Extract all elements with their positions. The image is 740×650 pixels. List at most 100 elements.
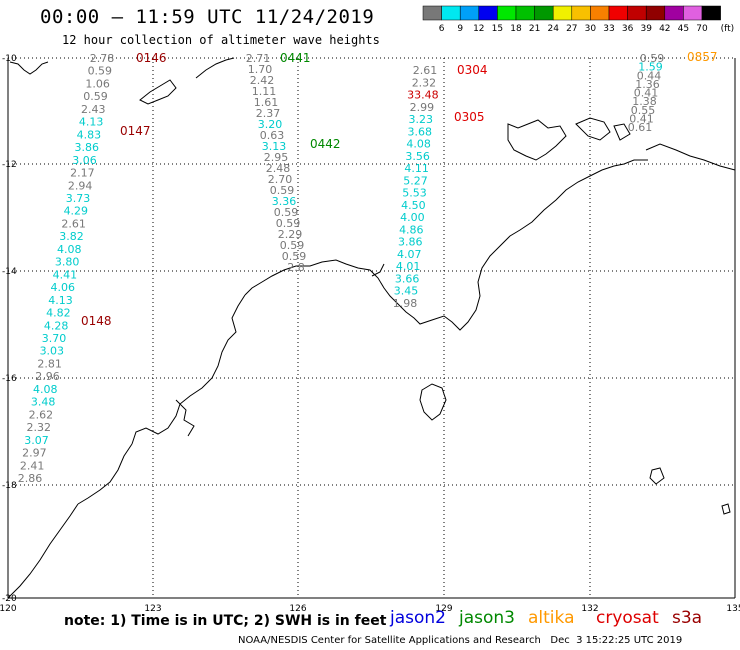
swh-value: 1.59	[638, 61, 663, 74]
swh-value: 3.36	[272, 195, 297, 208]
swh-value: 4.07	[397, 248, 422, 261]
legend-label: 18	[510, 24, 522, 34]
pass-time-label: 0148	[81, 314, 112, 328]
lon-label: 120	[0, 604, 17, 614]
swh-value: 1.11	[252, 85, 277, 98]
legend-label: 42	[659, 24, 670, 34]
legend-label: 15	[492, 24, 503, 34]
swh-value: 2.29	[278, 228, 303, 241]
swh-value: 0.59	[282, 250, 307, 263]
lat-label: -20	[2, 594, 17, 604]
swh-value: 2.70	[268, 173, 293, 186]
swh-value: 0.59	[88, 65, 113, 78]
swh-value: 3.73	[66, 192, 91, 205]
chart-subtitle: 12 hour collection of altimeter wave hei…	[62, 33, 380, 47]
swh-value: 4.00	[400, 211, 425, 224]
swh-value: 4.13	[48, 294, 73, 307]
swh-value: 2.94	[68, 179, 93, 192]
swh-value: 2.43	[81, 103, 106, 116]
swh-value: 0.44	[637, 69, 662, 82]
swh-value: 3.06	[72, 154, 97, 167]
swh-value: 3.66	[395, 272, 420, 285]
legend-swatch-70	[701, 5, 721, 21]
footer-note: note: 1) Time is in UTC; 2) SWH is in fe…	[64, 613, 387, 629]
swh-value: 4.82	[46, 307, 71, 320]
coastline	[7, 57, 736, 599]
swh-value: 2.37	[256, 107, 281, 120]
legend-label: 27	[566, 24, 577, 34]
latitude-axis: -10 -12 -14 -16 -18 -20	[2, 54, 17, 604]
lon-label: 135	[726, 604, 740, 614]
swh-value: 5.27	[403, 174, 428, 187]
swh-value: 0.41	[629, 112, 654, 125]
legend-label: 24	[547, 24, 559, 34]
swh-value: 4.08	[406, 138, 431, 151]
swh-value: 3.13	[262, 140, 287, 153]
satellite-jason3: jason3	[459, 608, 515, 628]
legend-label: 70	[696, 24, 708, 34]
color-legend: 6 9 12 15 18 21 24 27 30 33 36 39 42 45 70 (ft)	[422, 5, 735, 34]
swh-value: 2.78	[90, 52, 115, 65]
map-frame	[7, 57, 736, 599]
swh-value: 0.63	[260, 129, 285, 142]
swh-value: 2.48	[266, 162, 291, 175]
altimeter-tracks: 2.780.591.060.592.434.134.833.863.062.17…	[18, 50, 718, 485]
legend-label: 21	[529, 24, 540, 34]
legend-label: 36	[622, 24, 634, 34]
swh-value: 2.96	[35, 370, 60, 383]
swh-value: 3.03	[40, 345, 65, 358]
swh-value: 4.41	[53, 268, 78, 281]
swh-value: 1.36	[635, 78, 660, 91]
swh-value: 0.59	[83, 90, 108, 103]
pass-time-label: 0304	[457, 63, 488, 77]
satellite-jason2: jason2	[390, 608, 446, 628]
legend-label: 45	[678, 24, 689, 34]
swh-value: 3.70	[42, 332, 67, 345]
swh-value: 4.28	[44, 319, 69, 332]
pass-time-label: 0146	[136, 51, 167, 65]
swh-value: 1.61	[254, 96, 279, 109]
pass-time-label: 0857	[687, 50, 718, 64]
satellite-s3a: s3a	[672, 608, 703, 628]
legend-label: 30	[585, 24, 597, 34]
pass-time-label: 0305	[454, 110, 485, 124]
footer-credit: NOAA/NESDIS Center for Satellite Applica…	[238, 635, 683, 646]
lat-label: -18	[2, 481, 17, 491]
swh-value: 4.08	[33, 383, 58, 396]
legend-label: 39	[640, 24, 652, 34]
legend-label: 12	[473, 24, 484, 34]
swh-value: 4.13	[79, 116, 104, 129]
swh-value: 2.81	[37, 357, 62, 370]
swh-value: 2.61	[61, 217, 86, 230]
swh-value: 4.50	[401, 199, 426, 212]
lon-label: 129	[435, 604, 452, 614]
swh-value: 2.61	[413, 64, 438, 77]
swh-value: 1.38	[632, 95, 657, 108]
lon-label: 132	[581, 604, 598, 614]
swh-value: 3.48	[31, 396, 56, 409]
legend-label: 6	[439, 24, 445, 34]
satellite-altika: altika	[528, 608, 575, 628]
swh-value: 4.83	[77, 128, 102, 141]
lat-label: -14	[2, 267, 17, 277]
swh-value: 4.01	[396, 260, 421, 273]
lat-label: -10	[2, 54, 17, 64]
swh-value: 1.70	[248, 63, 273, 76]
chart-title: 00:00 – 11:59 UTC 11/24/2019	[40, 6, 375, 28]
swh-value: 3.45	[394, 285, 419, 298]
swh-value: 2.97	[22, 447, 47, 460]
swh-value: 2.95	[264, 151, 289, 164]
swh-value: 0.59	[274, 206, 299, 219]
lat-label: -12	[2, 160, 17, 170]
swh-value: 2.41	[20, 459, 45, 472]
swh-value: 0.59	[640, 52, 665, 65]
swh-value: 2.32	[412, 76, 437, 89]
swh-value: 4.29	[64, 205, 89, 218]
swh-value: 2.17	[70, 167, 95, 180]
swh-value: 0.59	[270, 184, 295, 197]
lon-label: 123	[144, 604, 161, 614]
swh-value: 4.08	[57, 243, 82, 256]
legend-units: (ft)	[721, 24, 735, 34]
swh-value: 4.86	[399, 223, 424, 236]
